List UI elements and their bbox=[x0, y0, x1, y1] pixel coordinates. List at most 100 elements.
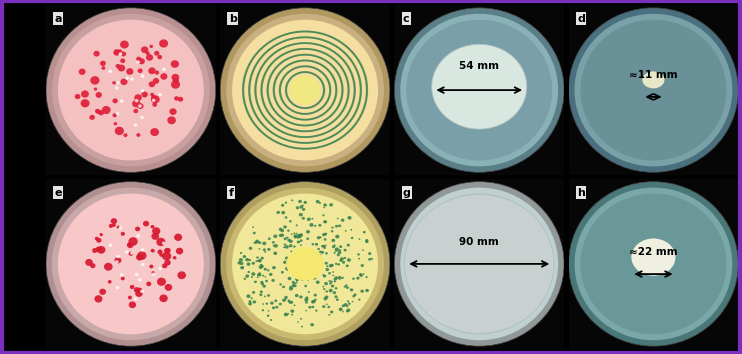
Ellipse shape bbox=[311, 42, 313, 45]
Ellipse shape bbox=[275, 134, 278, 136]
Ellipse shape bbox=[272, 89, 275, 91]
Ellipse shape bbox=[332, 127, 335, 129]
Ellipse shape bbox=[341, 93, 344, 95]
Ellipse shape bbox=[303, 54, 305, 56]
Ellipse shape bbox=[330, 122, 333, 124]
Ellipse shape bbox=[262, 132, 265, 135]
Ellipse shape bbox=[353, 93, 355, 95]
Ellipse shape bbox=[313, 124, 315, 125]
Ellipse shape bbox=[252, 227, 254, 228]
Ellipse shape bbox=[262, 101, 264, 103]
Ellipse shape bbox=[301, 65, 303, 68]
Ellipse shape bbox=[279, 72, 281, 74]
Ellipse shape bbox=[272, 61, 275, 62]
Ellipse shape bbox=[275, 306, 278, 309]
Ellipse shape bbox=[352, 79, 355, 81]
Ellipse shape bbox=[321, 72, 324, 74]
Ellipse shape bbox=[307, 42, 309, 44]
Ellipse shape bbox=[361, 290, 364, 293]
Ellipse shape bbox=[254, 55, 256, 57]
Ellipse shape bbox=[267, 121, 269, 123]
Ellipse shape bbox=[285, 216, 287, 219]
Ellipse shape bbox=[272, 53, 274, 55]
Ellipse shape bbox=[361, 264, 364, 267]
Ellipse shape bbox=[339, 245, 342, 248]
Ellipse shape bbox=[286, 82, 289, 84]
Ellipse shape bbox=[313, 55, 315, 57]
Ellipse shape bbox=[328, 70, 331, 73]
Ellipse shape bbox=[309, 136, 311, 138]
Ellipse shape bbox=[93, 51, 99, 57]
Ellipse shape bbox=[85, 259, 93, 266]
Ellipse shape bbox=[260, 112, 263, 114]
Ellipse shape bbox=[260, 281, 263, 284]
Ellipse shape bbox=[338, 224, 341, 227]
Ellipse shape bbox=[279, 55, 282, 57]
Ellipse shape bbox=[351, 104, 353, 106]
Ellipse shape bbox=[347, 81, 349, 83]
Ellipse shape bbox=[320, 134, 322, 136]
Ellipse shape bbox=[352, 116, 354, 118]
Ellipse shape bbox=[291, 69, 293, 71]
Ellipse shape bbox=[243, 255, 246, 258]
Ellipse shape bbox=[265, 135, 267, 137]
Ellipse shape bbox=[279, 234, 283, 237]
Ellipse shape bbox=[334, 51, 336, 53]
Ellipse shape bbox=[299, 124, 301, 126]
Ellipse shape bbox=[363, 72, 365, 74]
Ellipse shape bbox=[347, 64, 349, 67]
Ellipse shape bbox=[314, 123, 316, 125]
Ellipse shape bbox=[643, 72, 664, 88]
Ellipse shape bbox=[295, 118, 297, 119]
Ellipse shape bbox=[329, 91, 331, 93]
Ellipse shape bbox=[102, 66, 105, 70]
Ellipse shape bbox=[285, 52, 287, 54]
Ellipse shape bbox=[296, 79, 298, 81]
Ellipse shape bbox=[283, 103, 286, 105]
Ellipse shape bbox=[317, 147, 319, 148]
Ellipse shape bbox=[366, 95, 368, 97]
Ellipse shape bbox=[296, 99, 298, 101]
Ellipse shape bbox=[296, 118, 298, 120]
Ellipse shape bbox=[347, 82, 349, 84]
Ellipse shape bbox=[312, 61, 315, 63]
Ellipse shape bbox=[312, 80, 315, 82]
Ellipse shape bbox=[114, 50, 119, 55]
Ellipse shape bbox=[366, 83, 368, 85]
Ellipse shape bbox=[309, 136, 312, 138]
Ellipse shape bbox=[305, 71, 307, 73]
Ellipse shape bbox=[366, 93, 368, 95]
Ellipse shape bbox=[174, 234, 182, 241]
Ellipse shape bbox=[297, 73, 299, 74]
Ellipse shape bbox=[339, 102, 341, 104]
Ellipse shape bbox=[304, 285, 307, 287]
Ellipse shape bbox=[362, 69, 364, 72]
Ellipse shape bbox=[357, 73, 359, 75]
Ellipse shape bbox=[335, 95, 337, 97]
Ellipse shape bbox=[250, 102, 252, 104]
Ellipse shape bbox=[363, 231, 366, 234]
Ellipse shape bbox=[352, 125, 355, 127]
Ellipse shape bbox=[321, 114, 324, 116]
Ellipse shape bbox=[319, 78, 321, 80]
Ellipse shape bbox=[255, 281, 257, 282]
Ellipse shape bbox=[273, 94, 275, 96]
Ellipse shape bbox=[272, 53, 275, 55]
Ellipse shape bbox=[568, 8, 738, 172]
Ellipse shape bbox=[338, 64, 341, 66]
Ellipse shape bbox=[312, 98, 315, 101]
Ellipse shape bbox=[257, 50, 260, 52]
Ellipse shape bbox=[315, 117, 317, 119]
Ellipse shape bbox=[287, 51, 289, 53]
Ellipse shape bbox=[304, 30, 306, 33]
Ellipse shape bbox=[114, 49, 120, 56]
Ellipse shape bbox=[255, 115, 257, 117]
Ellipse shape bbox=[251, 58, 254, 61]
Ellipse shape bbox=[256, 116, 258, 118]
Ellipse shape bbox=[356, 108, 358, 109]
Ellipse shape bbox=[345, 230, 347, 232]
Ellipse shape bbox=[286, 72, 289, 74]
Ellipse shape bbox=[281, 99, 283, 101]
Ellipse shape bbox=[331, 104, 333, 106]
Ellipse shape bbox=[280, 83, 282, 85]
